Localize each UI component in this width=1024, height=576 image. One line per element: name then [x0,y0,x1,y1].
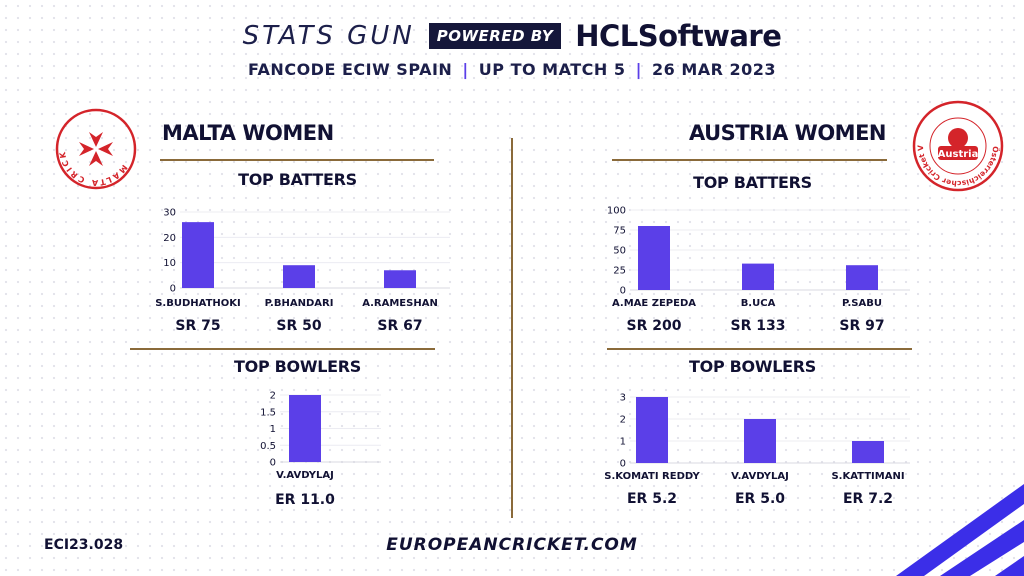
y-tick-label: 50 [613,246,626,257]
y-tick-label: 75 [613,226,626,237]
team-name-austria: AUSTRIA WOMEN [689,121,887,145]
malta-batters-title: TOP BATTERS [238,170,357,189]
section-rule [130,348,435,350]
austria-batters-chart: 0 25 50 75 100 A.MAE ZEPEDA SR 200 B.UCA SR 133 P… [607,206,910,334]
powered-by-badge: POWERED BY [428,23,562,49]
austria-cricket-logo-icon: Österreichischer Cricket Verband Austria [912,100,1004,192]
bar [636,397,668,463]
rate-label: SR 133 [731,318,786,334]
category-label: S.BUDHATHOKI [155,298,241,309]
bar [638,226,670,290]
rate-label: SR 97 [839,318,884,334]
footer-code: ECI23.028 [44,537,124,553]
category-label: P.SABU [842,298,882,309]
bar [289,395,321,462]
bar [182,222,214,288]
austria-logo-center-text: Austria [938,149,979,160]
malta-cross-logo-icon: MALTA CRICKET [55,108,137,190]
subtitle: FANCODE ECIW SPAIN | UP TO MATCH 5 | 26 … [0,60,1024,79]
category-label: P.BHANDARI [265,298,334,309]
header-title: STATS GUN POWERED BY HCLSoftware [0,16,1024,56]
category-label: A.RAMESHAN [362,298,438,309]
malta-batters-chart: 0 10 20 30 S.BUDHATHOKI SR 75 P.BHANDARI SR 50 A… [155,208,450,334]
sponsor-logo-text: HCLSoftware [575,19,782,53]
decorative-stripes [896,484,1024,576]
rate-label: SR 50 [276,318,321,334]
y-tick-label: 25 [613,266,626,277]
austria-batters-title: TOP BATTERS [693,173,812,192]
rate-label: SR 200 [627,318,682,334]
category-label: B.UCA [741,298,776,309]
rate-label: ER 11.0 [275,492,335,508]
footer-url[interactable]: EUROPEANCRICKET.COM [386,535,638,555]
y-tick-label: 0.5 [260,441,276,452]
austria-bowlers-chart: 0 1 2 3 S.KOMATI REDDY ER 5.2 V.AVDYLAJ ER 5.0 S… [604,393,910,507]
subtitle-match: UP TO MATCH 5 [478,60,626,79]
bar [384,270,416,288]
malta-bowlers-title: TOP BOWLERS [234,357,361,376]
section-rule [607,348,912,350]
y-tick-label: 3 [620,393,626,404]
rate-label: ER 5.2 [627,491,677,507]
bar [846,265,878,290]
subtitle-separator: | [635,60,642,79]
category-label: V.AVDYLAJ [731,471,789,482]
bar [283,265,315,288]
y-tick-label: 30 [163,208,176,219]
y-tick-label: 0 [270,458,276,469]
subtitle-separator: | [462,60,469,79]
bar [744,419,776,463]
team-rule [160,159,434,161]
y-tick-label: 2 [270,391,276,402]
subtitle-tournament: FANCODE ECIW SPAIN [247,60,453,79]
y-tick-label: 100 [607,206,626,217]
rate-label: ER 5.0 [735,491,785,507]
bar [742,263,774,290]
team-name-malta: MALTA WOMEN [162,121,334,145]
center-divider [511,138,513,518]
austria-bowlers-title: TOP BOWLERS [689,357,816,376]
category-label: S.KATTIMANI [831,471,904,482]
y-tick-label: 0 [620,286,626,297]
rate-label: SR 67 [377,318,422,334]
malta-bowlers-chart: 0 0.5 1 1.5 2 V.AVDYLAJ ER 11.0 [260,391,381,508]
y-tick-label: 20 [163,233,176,244]
y-tick-label: 0 [620,459,626,470]
category-label: V.AVDYLAJ [276,470,334,481]
y-tick-label: 1 [270,424,276,435]
category-label: S.KOMATI REDDY [604,471,700,482]
y-tick-label: 0 [170,284,176,295]
y-tick-label: 1 [620,437,626,448]
rate-label: ER 7.2 [843,491,893,507]
bar [852,441,884,463]
rate-label: SR 75 [175,318,220,334]
category-label: A.MAE ZEPEDA [612,298,696,309]
y-tick-label: 2 [620,415,626,426]
y-tick-label: 10 [163,258,176,269]
team-rule [612,159,887,161]
y-tick-label: 1.5 [260,407,276,418]
brand-title: STATS GUN [242,21,415,51]
subtitle-date: 26 MAR 2023 [651,60,777,79]
